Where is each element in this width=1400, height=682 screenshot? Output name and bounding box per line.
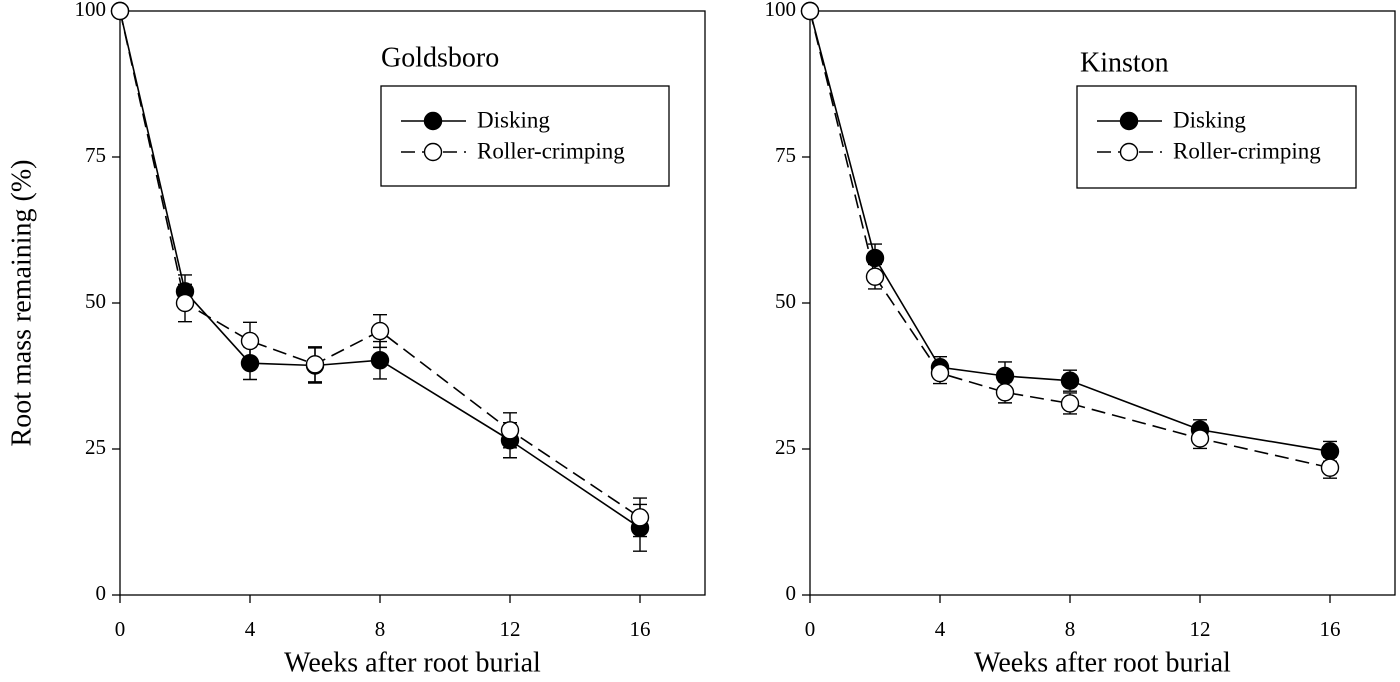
data-point [930, 363, 950, 383]
legend-marker [423, 142, 443, 162]
data-point [630, 508, 650, 527]
data-point [305, 355, 325, 374]
data-point [500, 421, 520, 440]
data-point [240, 331, 260, 351]
data-point [995, 366, 1015, 386]
data-point [370, 351, 390, 370]
data-point [370, 321, 390, 341]
x-tick-label: 4 [245, 617, 256, 641]
data-point [1320, 442, 1340, 461]
legend-label: Roller-crimping [477, 138, 625, 163]
x-tick-label: 4 [935, 617, 946, 641]
y-tick-label: 100 [75, 0, 107, 21]
legend-label: Roller-crimping [1173, 138, 1321, 163]
legend-marker [1119, 111, 1139, 131]
x-tick-label: 16 [630, 617, 651, 641]
y-tick-label: 25 [85, 435, 106, 459]
y-tick-label: 50 [775, 289, 796, 313]
data-point [1060, 394, 1080, 413]
data-point [1060, 371, 1080, 390]
data-point [110, 1, 130, 21]
data-point [865, 248, 885, 268]
data-point [995, 383, 1015, 402]
x-tick-label: 8 [1065, 617, 1076, 641]
y-tick-label: 25 [775, 435, 796, 459]
x-tick-label: 0 [115, 617, 126, 641]
y-tick-label: 0 [96, 581, 107, 605]
chart-panel: 0 4 8 12 16 0 25 50 75 100 Weeks after root burial… [765, 0, 1396, 678]
legend-box [1076, 85, 1357, 189]
y-tick-label: 100 [765, 0, 797, 21]
x-axis-label: Weeks after root burial [284, 647, 541, 678]
x-tick-label: 0 [805, 617, 816, 641]
legend-marker [1119, 142, 1139, 162]
y-tick-label: 0 [786, 581, 797, 605]
x-axis-label: Weeks after root burial [974, 647, 1231, 678]
legend-label: Disking [1173, 107, 1246, 132]
y-tick-label: 50 [85, 289, 106, 313]
x-tick-label: 12 [1190, 617, 1211, 641]
data-point [1190, 429, 1210, 448]
data-point [175, 293, 195, 313]
panel-title: Kinston [1080, 47, 1169, 78]
y-tick-label: 75 [85, 143, 106, 167]
chart-panel: 0 4 8 12 16 0 25 50 75 100 Weeks after root burial… [6, 0, 706, 678]
panel-title: Goldsboro [381, 42, 499, 73]
legend-marker [423, 111, 443, 131]
data-point [800, 1, 820, 21]
x-tick-label: 16 [1320, 617, 1341, 641]
legend-label: Disking [477, 107, 550, 132]
y-tick-label: 75 [775, 143, 796, 167]
data-point [240, 353, 260, 373]
x-tick-label: 8 [375, 617, 386, 641]
legend-box [380, 85, 670, 187]
data-point [865, 267, 885, 286]
x-tick-label: 12 [500, 617, 521, 641]
data-point [1320, 458, 1340, 477]
y-axis-label: Root mass remaining (%) [6, 160, 37, 447]
